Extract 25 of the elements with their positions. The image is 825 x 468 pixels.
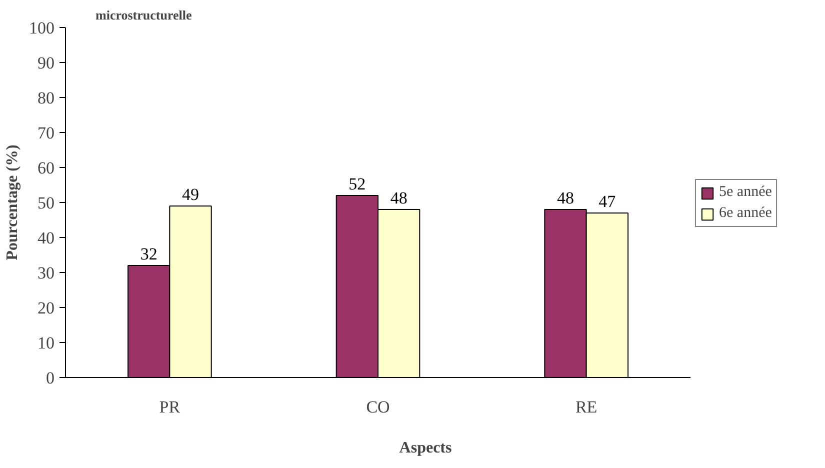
data-label: 48: [390, 188, 408, 208]
x-tick-label: PR: [159, 398, 181, 416]
legend-label: 5e année: [719, 184, 772, 201]
data-label: 48: [557, 188, 574, 208]
y-tick-label: 0: [46, 368, 54, 388]
legend-label: 6e année: [719, 205, 772, 222]
y-tick-label: 30: [38, 264, 54, 282]
y-tick-label: 50: [38, 194, 54, 212]
y-tick-label: 10: [38, 334, 54, 352]
data-label: 32: [140, 244, 158, 264]
y-tick-label: 90: [38, 54, 54, 72]
y-axis-title: Pourcentage (%): [4, 144, 21, 260]
data-label: 52: [348, 174, 366, 194]
y-tick-label: 100: [29, 18, 54, 38]
y-tick-label: 60: [38, 158, 54, 178]
x-tick-label: CO: [366, 398, 390, 416]
y-tick-label: 80: [38, 88, 54, 108]
data-label: 49: [182, 185, 199, 204]
y-tick-label: 70: [38, 124, 54, 142]
chart-title: microstructurelle: [96, 8, 192, 22]
y-tick-label: 40: [38, 228, 54, 248]
data-label: 47: [598, 192, 616, 211]
x-tick-label: RE: [575, 398, 598, 416]
x-axis-title: Aspects: [399, 440, 452, 456]
y-tick-label: 20: [38, 298, 54, 318]
